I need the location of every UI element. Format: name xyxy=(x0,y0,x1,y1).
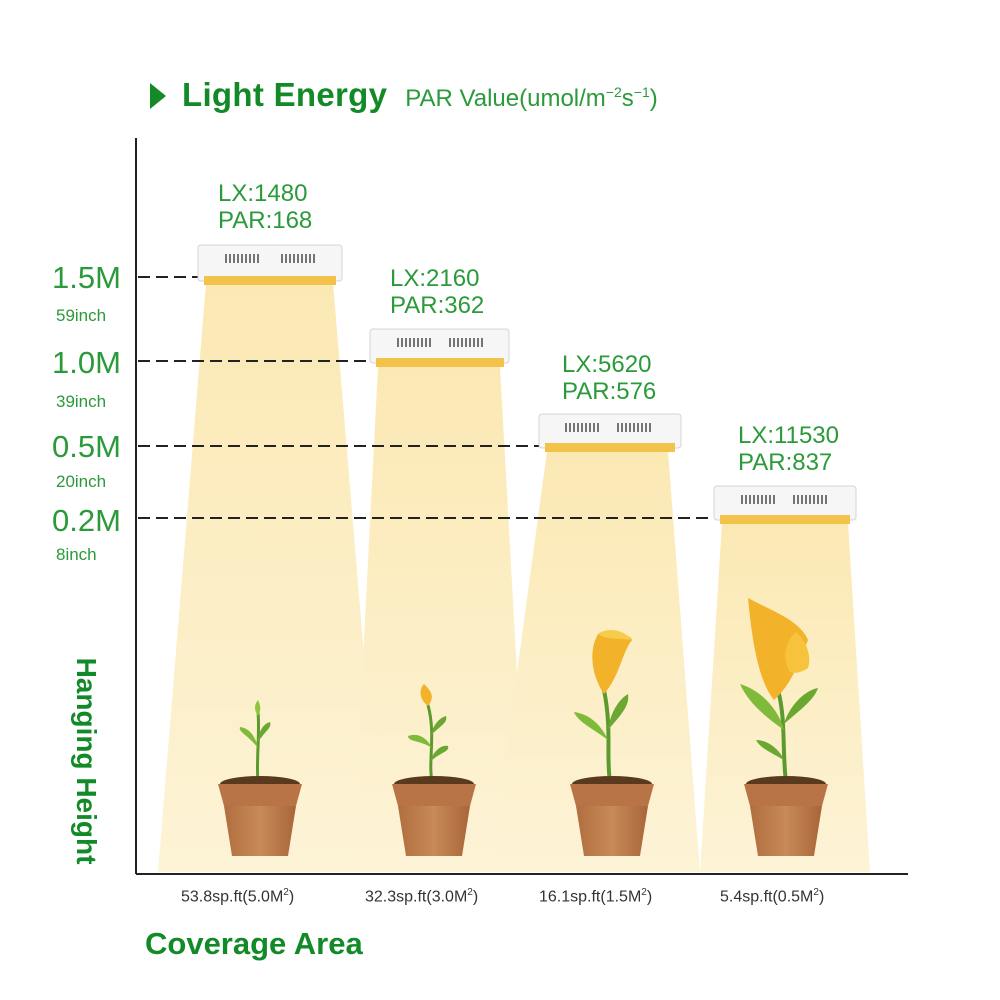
height-label-1-inches: 59inch xyxy=(56,306,107,325)
light-2-lx: LX:2160 xyxy=(390,265,480,292)
coverage-label-2: 32.3sp.ft(3.0M2) xyxy=(365,887,479,906)
height-label-3-meters: 0.5M xyxy=(52,429,121,464)
light-3-lx: LX:5620 xyxy=(562,351,652,378)
light-3-par: PAR:576 xyxy=(562,378,657,405)
grow-light-1 xyxy=(197,244,343,285)
grow-light-3 xyxy=(538,413,682,452)
grow-light-2 xyxy=(369,328,510,367)
light-4-par: PAR:837 xyxy=(738,449,833,476)
height-label-1-meters: 1.5M xyxy=(52,260,121,295)
chart-subtitle: PAR Value(umol/m−2s−1) xyxy=(405,84,658,112)
light-beam-2 xyxy=(352,367,528,872)
light-4-readings: LX:11530 PAR:837 xyxy=(738,422,839,476)
light-2-par: PAR:362 xyxy=(390,292,485,319)
plant-seedling-1 xyxy=(218,700,302,856)
coverage-label-4: 5.4sp.ft(0.5M2) xyxy=(720,887,825,906)
play-arrow-icon xyxy=(150,83,166,109)
plant-flowering-3 xyxy=(570,630,654,856)
height-label-4-inches: 8inch xyxy=(56,545,97,564)
plant-budding-2 xyxy=(392,684,476,856)
light-3-readings: LX:5620 PAR:576 xyxy=(562,351,656,405)
coverage-label-1: 53.8sp.ft(5.0M2) xyxy=(181,887,295,906)
light-beam-1 xyxy=(158,283,382,872)
light-1-readings: LX:1480 PAR:168 xyxy=(218,180,312,234)
light-1-par: PAR:168 xyxy=(218,207,313,234)
x-axis-title: Coverage Area xyxy=(145,926,363,961)
height-label-3-inches: 20inch xyxy=(56,472,107,491)
chart-title: Light Energy xyxy=(182,76,388,113)
coverage-label-3: 16.1sp.ft(1.5M2) xyxy=(539,887,653,906)
light-4-lx: LX:11530 xyxy=(738,422,839,449)
y-axis-title: Hanging Height xyxy=(71,657,102,865)
chart-title-row: Light Energy PAR Value(umol/m−2s−1) xyxy=(150,76,658,114)
grow-light-4 xyxy=(713,485,857,524)
height-label-2-meters: 1.0M xyxy=(52,345,121,380)
light-2-readings: LX:2160 PAR:362 xyxy=(390,265,484,319)
height-label-2-inches: 39inch xyxy=(56,392,107,411)
light-1-lx: LX:1480 xyxy=(218,180,308,207)
plant-full-bloom-4 xyxy=(740,598,828,856)
height-label-4-meters: 0.2M xyxy=(52,503,121,538)
